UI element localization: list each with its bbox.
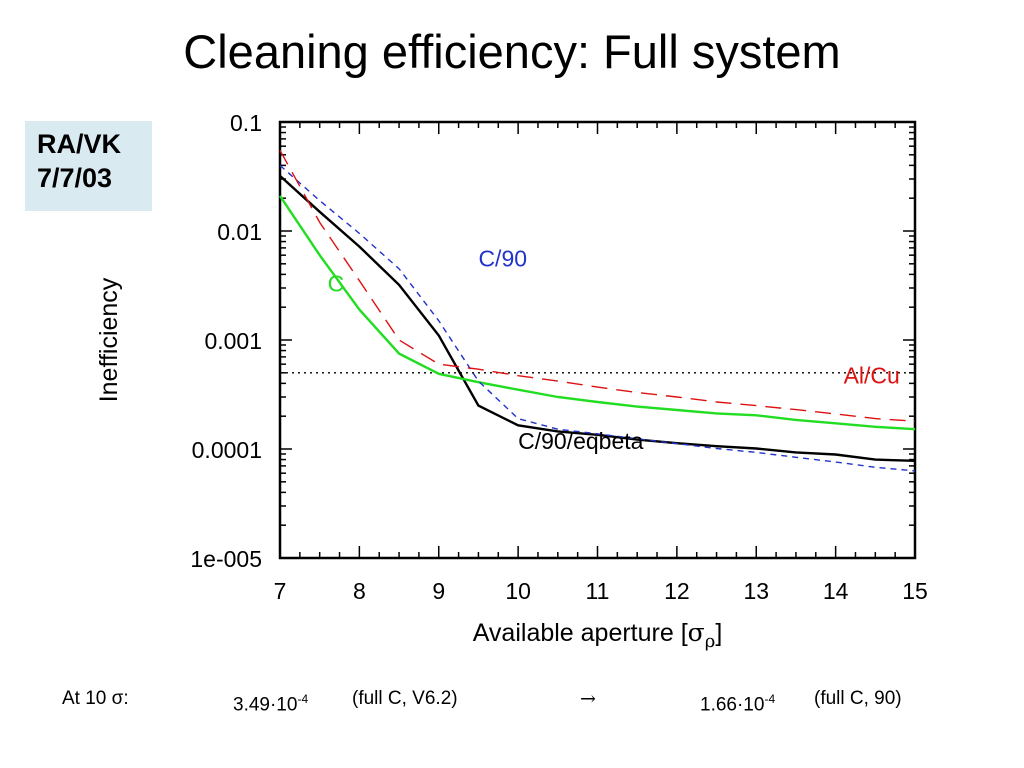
series-line-c (279, 195, 916, 431)
series-line-al-cu (279, 149, 916, 422)
plot-frame (278, 120, 917, 560)
series-label: Al/Cu (844, 362, 900, 388)
inefficiency-chart: 7 8 9 10 11 12 13 14 15 0.1 0.01 0.001 0.0001 1e-005 C… (95, 110, 928, 652)
footer-note: At 10 σ: 3.49·10-4 (full C, V6.2) → 1.66… (0, 686, 1024, 716)
footer-value-2: 1.66·10-4 (700, 692, 776, 716)
series-label: C/90 (478, 246, 527, 272)
series-label: C/90/eqbeta (518, 428, 644, 454)
author-date: 7/7/03 (37, 163, 113, 193)
y-axis-label: Inefficiency (95, 277, 123, 402)
slide-title: Cleaning efficiency: Full system (183, 25, 841, 78)
x-tick-label: 11 (586, 578, 610, 604)
y-tick-label: 1e-005 (190, 546, 262, 572)
arrow-icon: → (580, 688, 596, 710)
series-line-c-90-eqbeta (279, 175, 916, 462)
x-axis-label: Available aperture [σρ] (473, 618, 723, 652)
y-tick-label: 0.001 (204, 328, 262, 354)
x-tick-label: 7 (274, 578, 287, 604)
x-tick-label: 8 (353, 578, 366, 604)
series-label: C (328, 270, 345, 296)
x-tick-label: 12 (664, 578, 690, 604)
series-line-c-90 (279, 164, 916, 472)
x-tick-label: 14 (823, 578, 849, 604)
footer-value-1: 3.49·10-4 (233, 692, 309, 716)
author-initials: RA/VK (37, 129, 122, 159)
author-box: RA/VK 7/7/03 (25, 121, 152, 211)
y-tick-label: 0.0001 (192, 437, 262, 463)
x-tick-label: 15 (902, 578, 928, 604)
footer-label: At 10 σ: (62, 688, 129, 709)
footer-note-2: (full C, 90) (814, 688, 902, 709)
x-tick-label: 13 (743, 578, 769, 604)
footer-note-1: (full C, V6.2) (352, 688, 458, 709)
y-tick-label: 0.1 (230, 110, 262, 136)
y-tick-label: 0.01 (217, 219, 262, 245)
x-tick-label: 9 (432, 578, 445, 604)
x-tick-label: 10 (505, 578, 531, 604)
